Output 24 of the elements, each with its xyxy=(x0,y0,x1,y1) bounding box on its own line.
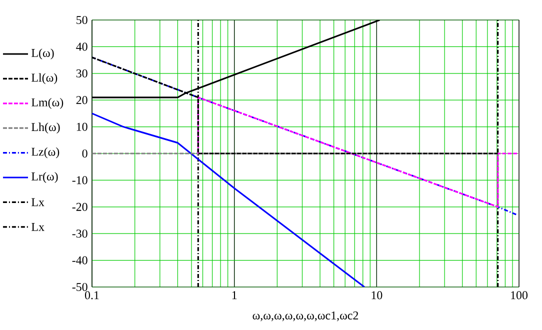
x-axis-title: ω,ω,ω,ω,ω,ω,ωc1,ωc2 xyxy=(252,311,358,322)
legend-label: Ll(ω) xyxy=(32,73,58,84)
legend-label: Lr(ω) xyxy=(32,172,58,183)
x-tick-label: 100 xyxy=(511,291,528,300)
y-tick-label: -30 xyxy=(72,230,88,238)
y-tick-label: 50 xyxy=(76,16,88,24)
y-tick-label: 30 xyxy=(76,69,88,78)
legend-label: L(ω) xyxy=(32,48,54,60)
x-tick-label: 0.1 xyxy=(84,291,99,300)
y-tick-label: -10 xyxy=(72,176,88,184)
y-tick-label: 20 xyxy=(76,96,88,104)
legend-label: Lm(ω) xyxy=(32,98,64,109)
x-tick-label: 10 xyxy=(372,291,382,300)
x-tick-label: 1 xyxy=(232,291,237,300)
y-tick-label: 0 xyxy=(82,149,88,158)
y-tick-label: -50 xyxy=(72,282,88,292)
legend-label: Lh(ω) xyxy=(32,122,60,134)
y-tick-label: 10 xyxy=(76,122,88,131)
y-tick-label: -20 xyxy=(72,202,88,211)
y-tick-label: -40 xyxy=(72,256,88,264)
legend-label: Lz(ω) xyxy=(32,147,60,158)
y-tick-label: 40 xyxy=(76,42,88,51)
legend-label: Lx xyxy=(32,222,44,231)
legend-label: Lx xyxy=(32,198,44,206)
